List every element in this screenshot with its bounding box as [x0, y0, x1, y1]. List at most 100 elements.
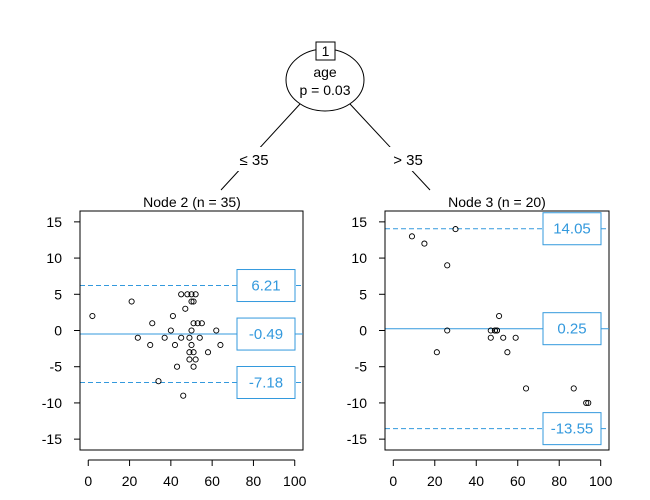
y-tick-label: 15: [351, 214, 367, 230]
data-point: [169, 312, 176, 320]
x-tick-label: 20: [122, 473, 138, 489]
data-point: [504, 349, 511, 356]
value-label: 14.05: [553, 221, 591, 238]
x-tick-label: 0: [84, 473, 92, 489]
data-point: [213, 327, 220, 334]
data-point: [583, 399, 590, 406]
y-tick-label: 0: [54, 323, 62, 339]
data-point: [178, 291, 185, 298]
panel-title: Node 3 (n = 20): [448, 194, 546, 210]
data-point: [178, 334, 185, 341]
edge-left-label: ≤ 35: [239, 152, 268, 169]
data-point: [190, 320, 197, 327]
data-point: [190, 298, 197, 305]
x-tick-label: 100: [283, 473, 307, 489]
value-label-box: [236, 317, 296, 351]
value-label: 6.21: [251, 278, 280, 295]
y-tick-label: 15: [46, 214, 62, 230]
data-point: [487, 327, 494, 334]
data-point: [444, 262, 451, 269]
x-tick-label: 100: [589, 473, 613, 489]
value-label-box: [542, 212, 602, 246]
data-point: [186, 356, 193, 363]
data-point: [496, 312, 503, 320]
y-tick-label: 10: [351, 250, 367, 266]
data-point: [155, 378, 162, 385]
x-tick-label: 60: [204, 473, 220, 489]
data-point: [204, 349, 212, 356]
data-point: [167, 327, 174, 334]
node-id-box: [315, 41, 336, 61]
panel-title: Node 2 (n = 35): [143, 194, 241, 210]
node-3-panel: Node 3 (n = 20) 14.05 0.25 -13.55 -15 -10 -5 0…: [347, 194, 613, 489]
plot-layer: 14.05 0.25 -13.55 -15 -10 -5 0 5 10 15 0 20 40 60 80 10…: [347, 210, 613, 489]
value-label-box: [236, 269, 296, 303]
data-point: [196, 334, 203, 341]
value-label-box: [542, 312, 602, 346]
edge-right-label-bg: [383, 147, 431, 171]
data-point: [585, 399, 592, 406]
data-point: [89, 312, 96, 320]
y-tick-label: 5: [359, 286, 367, 302]
split-variable: age: [313, 64, 337, 80]
y-tick-label: -5: [50, 359, 63, 375]
data-point: [500, 334, 507, 341]
data-point: [186, 349, 193, 356]
data-point: [134, 334, 141, 341]
node-id: 1: [322, 43, 330, 59]
data-point: [444, 327, 451, 334]
data-point: [217, 341, 224, 349]
y-tick-label: -5: [355, 359, 368, 375]
value-label: 0.25: [557, 321, 586, 338]
data-point: [184, 291, 191, 298]
x-tick-label: 80: [551, 473, 567, 489]
value-label: -13.55: [551, 421, 594, 438]
data-point: [433, 349, 440, 356]
y-tick-label: -10: [347, 395, 367, 411]
data-point: [192, 356, 199, 363]
y-tick-label: 5: [54, 286, 62, 302]
data-point: [188, 298, 195, 305]
data-point: [194, 320, 201, 327]
data-point: [408, 233, 416, 240]
data-point: [182, 305, 189, 312]
x-tick-label: 0: [389, 473, 397, 489]
data-point: [570, 385, 577, 392]
data-point: [147, 341, 154, 349]
value-label: -7.18: [249, 375, 283, 392]
data-point: [522, 385, 530, 392]
data-point: [198, 320, 205, 327]
x-tick-label: 60: [510, 473, 526, 489]
data-point: [192, 291, 199, 298]
y-tick-label: 0: [359, 323, 367, 339]
value-label-box: [542, 412, 602, 446]
y-tick-label: -10: [42, 395, 62, 411]
y-tick-label: 10: [46, 250, 62, 266]
data-point: [171, 341, 179, 349]
edge-right-label: > 35: [393, 152, 423, 169]
data-point: [493, 327, 501, 334]
data-point: [173, 363, 181, 370]
root-node: ≤ 35 > 35 1 age p = 0.03: [220, 41, 431, 191]
x-tick-label: 40: [468, 473, 484, 489]
data-point: [188, 341, 195, 349]
value-label-box: [236, 366, 296, 400]
data-point: [128, 298, 135, 305]
x-tick-label: 20: [427, 473, 443, 489]
split-pvalue: p = 0.03: [300, 82, 351, 98]
data-point: [487, 334, 494, 341]
data-point: [190, 363, 197, 370]
plot-layer: 6.21 -0.49 -7.18 -15 -10 -5 0 5 10 15 0 20 40 60 80 100: [42, 210, 307, 489]
y-tick-label: -15: [42, 431, 62, 447]
data-point: [180, 392, 187, 399]
node-2-panel: Node 2 (n = 35) 6.21 -0.49 -7.18 -15 -10 -5 0 5…: [42, 194, 307, 489]
data-point: [452, 226, 459, 233]
data-point: [149, 320, 156, 327]
data-point: [190, 349, 197, 356]
edge-left-label-bg: [229, 147, 277, 171]
x-tick-label: 40: [163, 473, 179, 489]
data-point: [188, 327, 195, 334]
data-point: [491, 327, 498, 334]
y-tick-label: -15: [347, 431, 367, 447]
